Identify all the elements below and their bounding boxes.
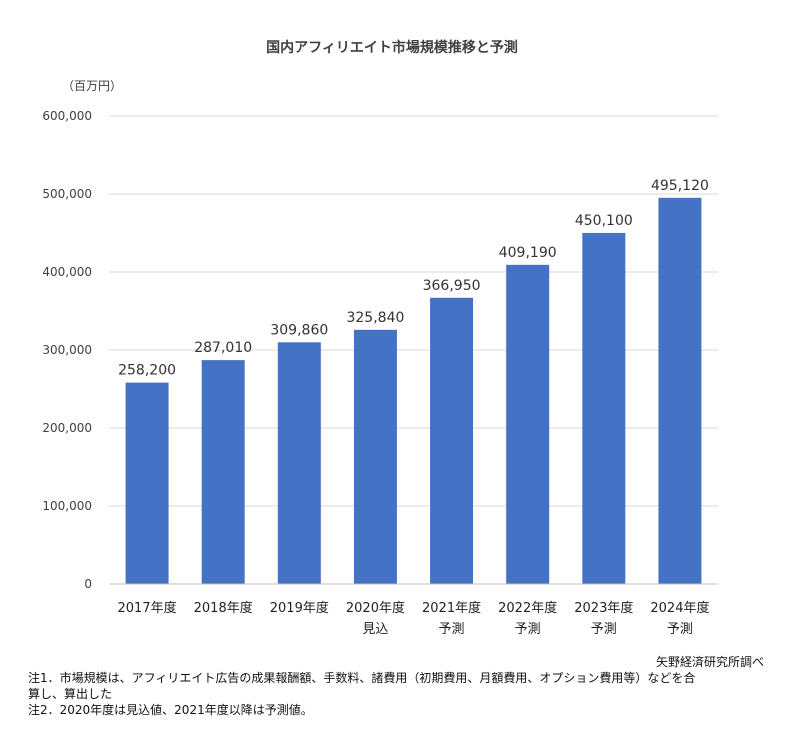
data-labels: 258,200 287,010 309,860 325,840 366,950 409,1… [118,178,709,379]
data-label: 495,120 [651,178,709,194]
data-label: 450,100 [575,213,633,229]
bar [125,382,169,584]
y-tick-label: 600,000 [42,109,92,123]
chart-title: 国内アフィリエイト市場規模推移と予測 [266,39,518,56]
source-note: 矢野経済研究所調べ [655,655,764,669]
bar [658,197,702,584]
x-tick-label: 2018年度 [194,600,253,616]
x-tick-label: 見込 [362,622,388,637]
bar [506,264,550,584]
x-tick-label: 2021年度 [422,600,481,616]
bar [277,342,321,584]
bar [582,232,626,584]
bar [353,329,397,584]
x-tick-label: 2024年度 [650,600,709,616]
x-tick-label: 予測 [515,622,541,637]
notes-block: 矢野経済研究所調べ 注1．市場規模は、アフィリエイト広告の成果報酬額、手数料、諸… [28,654,768,718]
data-label: 366,950 [423,278,481,294]
bars [125,197,702,584]
footnote-1: 注1．市場規模は、アフィリエイト広告の成果報酬額、手数料、諸費用（初期費用、月額… [28,671,696,701]
y-tick-label: 200,000 [42,421,92,435]
x-tick-label: 2023年度 [574,600,633,616]
x-tick-label: 2022年度 [498,600,557,616]
x-axis-ticks: 2017年度 2018年度 2019年度 2020年度見込2021年度予測2022年度… [118,600,710,637]
x-tick-label: 予測 [667,622,693,637]
data-label: 287,010 [194,340,252,356]
data-label: 309,860 [270,322,328,338]
x-tick-label: 2019年度 [270,600,329,616]
x-tick-label: 2020年度 [346,600,405,616]
y-tick-label: 500,000 [42,187,92,201]
data-label: 409,190 [499,245,557,261]
data-label: 258,200 [118,363,176,379]
footnote-2: 注2．2020年度は見込値、2021年度以降は予測値。 [28,703,313,717]
y-tick-label: 100,000 [42,499,92,513]
x-tick-label: 予測 [591,622,617,637]
bar [430,297,474,584]
gridlines [109,115,718,507]
x-tick-label: 予測 [439,622,465,637]
y-tick-label: 0 [84,577,92,591]
y-axis-unit-label: （百万円） [62,79,122,93]
y-axis-ticks: 0 100,000 200,000 300,000 400,000 500,000 600,… [42,109,92,591]
bar [201,360,245,584]
x-tick-label: 2017年度 [118,600,177,616]
y-tick-label: 300,000 [42,343,92,357]
data-label: 325,840 [346,310,404,326]
y-tick-label: 400,000 [42,265,92,279]
